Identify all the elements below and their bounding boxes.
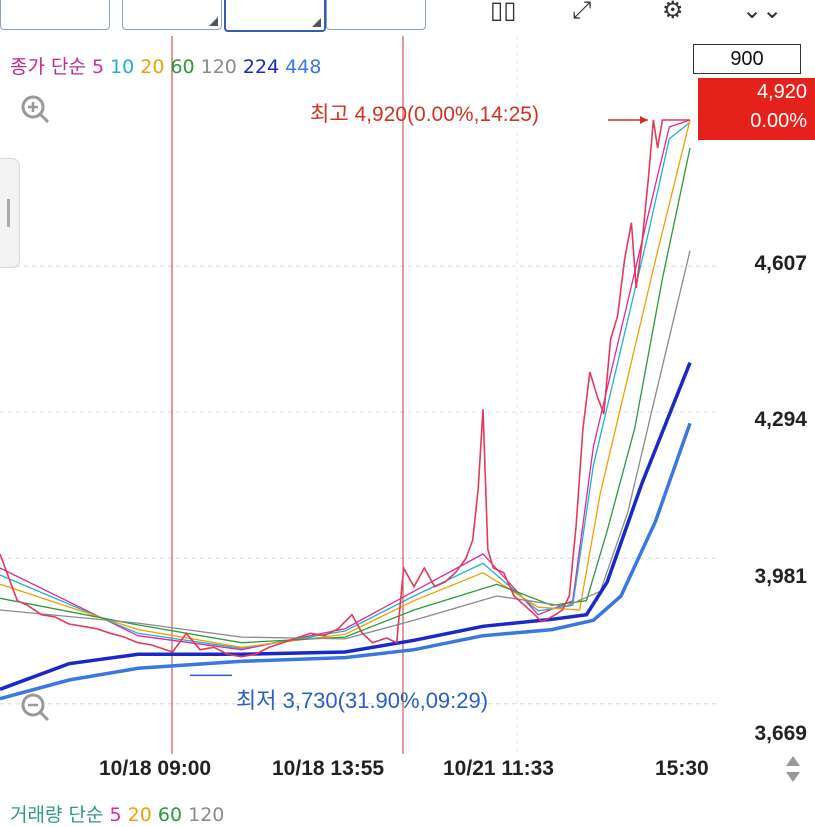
y-tick-label: 3,669 bbox=[754, 722, 807, 745]
legend-label: 종가 단순 bbox=[10, 56, 86, 78]
chart-grid bbox=[0, 265, 720, 705]
x-tick-label: 10/18 09:00 bbox=[99, 757, 212, 780]
x-tick-label: 15:30 bbox=[655, 757, 709, 780]
low-annotation: 최저 3,730(31.90%,09:29) bbox=[236, 688, 489, 713]
y-tick-label: 4,607 bbox=[754, 252, 807, 275]
ma-line-448 bbox=[0, 422, 692, 701]
legend-period: 224 bbox=[242, 56, 280, 78]
ma-line-60 bbox=[0, 147, 691, 644]
high-marker-arrow bbox=[640, 116, 648, 124]
volume-legend-period: 60 bbox=[157, 804, 183, 826]
settings-icon[interactable]: ⚙ bbox=[662, 0, 684, 24]
scroll-arrows-icon[interactable] bbox=[784, 754, 802, 784]
ma-legend: 종가 단순 5 10 20 60 120 224 448 bbox=[10, 52, 327, 79]
split-view-icon[interactable]: ▯▯ bbox=[490, 0, 517, 24]
toolbar-button-1[interactable] bbox=[0, 0, 110, 30]
volume-legend: 거래량 단순 5 20 60 120 bbox=[10, 800, 224, 827]
high-annotation: 최고 4,920(0.00%,14:25) bbox=[310, 103, 539, 126]
price-input[interactable]: 900 bbox=[693, 44, 801, 74]
x-tick-label: 10/21 11:33 bbox=[443, 757, 554, 780]
expand-icon[interactable]: ⤢ bbox=[572, 0, 592, 24]
chart-markers bbox=[190, 116, 648, 677]
ma-line-10 bbox=[0, 121, 691, 649]
moving-average-lines bbox=[0, 119, 692, 701]
y-tick-label: 4,294 bbox=[754, 408, 807, 431]
ma-line-5 bbox=[0, 119, 691, 651]
zoom-in-icon[interactable] bbox=[20, 94, 50, 124]
ma-line-224 bbox=[0, 362, 692, 691]
price-series bbox=[0, 119, 690, 658]
legend-period: 60 bbox=[170, 56, 195, 78]
legend-period: 120 bbox=[200, 56, 237, 78]
zoom-out-icon[interactable] bbox=[20, 692, 50, 722]
legend-period: 10 bbox=[110, 56, 135, 78]
volume-legend-period: 5 bbox=[109, 804, 122, 826]
volume-legend-label: 거래량 단순 bbox=[10, 804, 104, 826]
price-chart[interactable] bbox=[0, 36, 815, 756]
legend-period: 20 bbox=[140, 56, 165, 78]
toolbar: ▯▯ ⤢ ⚙ ⌄⌄ bbox=[0, 0, 815, 36]
current-price-badge: 4,920 0.00% bbox=[698, 78, 815, 140]
volume-legend-period: 120 bbox=[188, 804, 225, 826]
legend-period: 5 bbox=[91, 56, 105, 78]
date-separators bbox=[171, 36, 518, 754]
price-line bbox=[0, 119, 690, 658]
side-panel-handle[interactable] bbox=[0, 158, 20, 268]
volume-legend-period: 20 bbox=[127, 804, 152, 826]
current-change: 0.00% bbox=[750, 110, 807, 132]
legend-period: 448 bbox=[285, 56, 322, 78]
y-tick-label: 3,981 bbox=[754, 565, 807, 588]
period-select[interactable] bbox=[122, 0, 222, 30]
handle-grip bbox=[7, 199, 10, 227]
current-price: 4,920 bbox=[756, 81, 807, 103]
ma-line-120 bbox=[0, 250, 691, 640]
interval-select[interactable] bbox=[224, 0, 326, 32]
chevrons-icon[interactable]: ⌄⌄ bbox=[742, 0, 783, 24]
chart-type-select[interactable] bbox=[326, 0, 426, 30]
x-tick-label: 10/18 13:55 bbox=[272, 757, 385, 780]
ma-line-20 bbox=[0, 119, 691, 648]
